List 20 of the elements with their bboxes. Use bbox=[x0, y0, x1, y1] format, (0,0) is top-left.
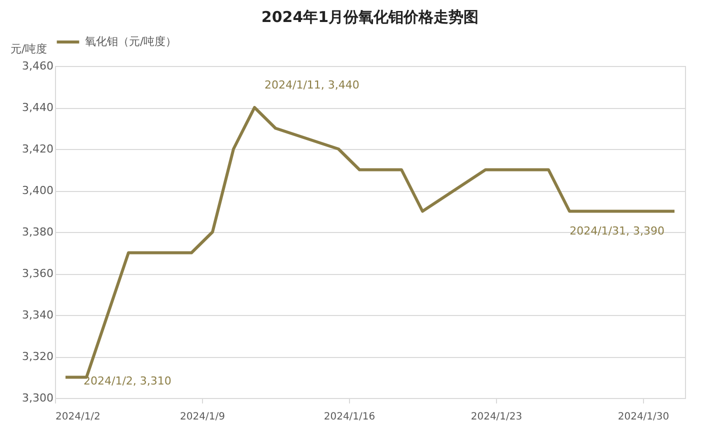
annotation: 2024/1/31, 3,390 bbox=[570, 224, 664, 238]
x-tick-label: 2024/1/2 bbox=[56, 412, 100, 422]
y-tick-label: 3,420 bbox=[22, 142, 54, 156]
y-axis-title: 元/吨度 bbox=[10, 42, 48, 56]
y-tick-label: 3,300 bbox=[22, 392, 54, 404]
y-tick-label: 3,320 bbox=[22, 350, 54, 363]
y-tick-label: 3,440 bbox=[22, 101, 54, 114]
y-tick-label: 3,340 bbox=[22, 308, 54, 322]
y-tick-label: 3,460 bbox=[22, 60, 54, 72]
y-tick-label: 3,400 bbox=[22, 184, 54, 197]
annotation: 2024/1/11, 3,440 bbox=[264, 78, 360, 92]
x-tick-label: 2024/1/30 bbox=[618, 412, 670, 422]
legend-label: 氧化钼（元/吨度） bbox=[85, 35, 177, 48]
chart-title: 2024年1月份氧化钼价格走势图 bbox=[261, 8, 479, 26]
annotation: 2024/1/2, 3,310 bbox=[84, 374, 172, 388]
x-tick-label: 2024/1/23 bbox=[470, 412, 522, 422]
x-tick-label: 2024/1/16 bbox=[324, 412, 376, 422]
y-tick-label: 3,360 bbox=[22, 267, 54, 280]
y-tick-label: 3,380 bbox=[22, 226, 54, 238]
x-tick-label: 2024/1/9 bbox=[180, 412, 225, 422]
